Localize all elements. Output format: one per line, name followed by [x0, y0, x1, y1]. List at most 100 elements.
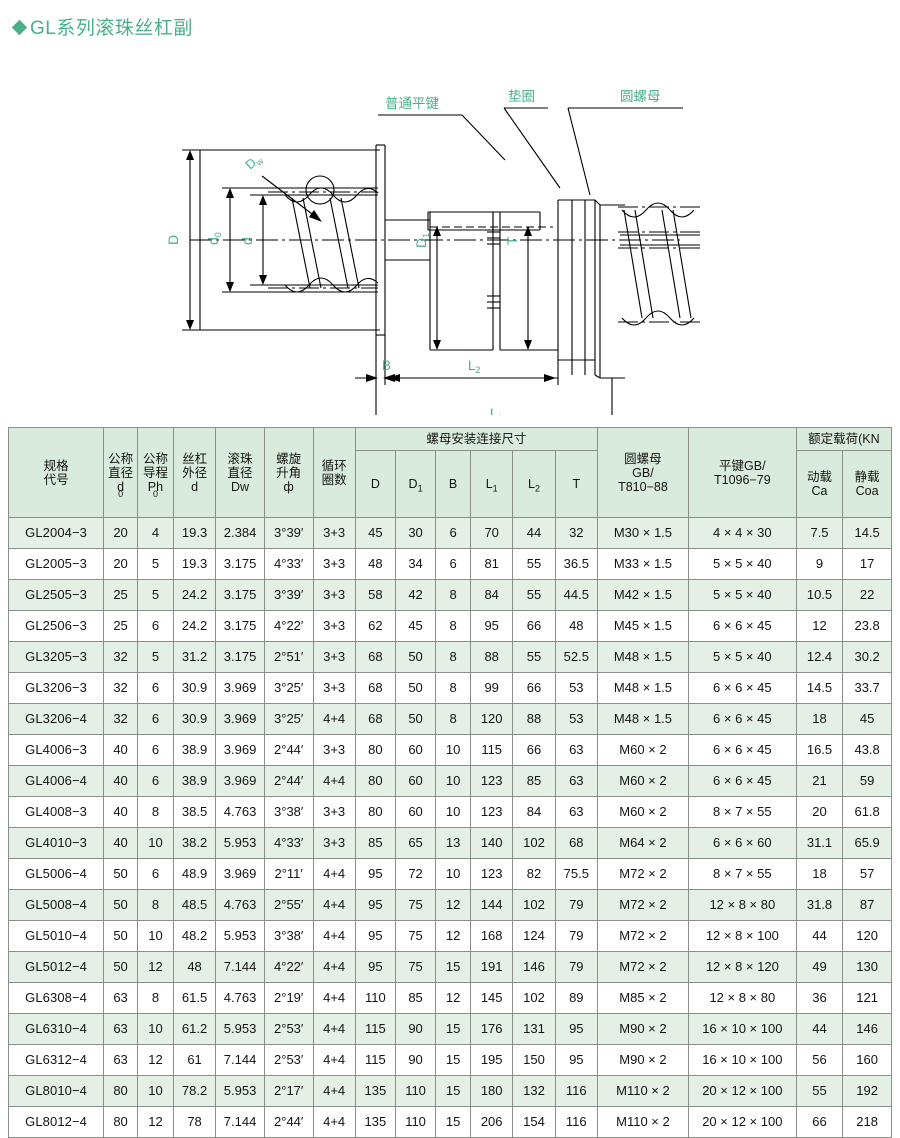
cell-B: 12	[435, 920, 472, 952]
cell-model: GL8010−4	[7, 1075, 105, 1107]
cell-B: 8	[435, 641, 472, 673]
figure-label-washer: 垫圈	[508, 89, 535, 104]
cell-ph0: 10	[136, 1013, 174, 1045]
table-row: GL2505−3 25 5 24.2 3.175 3°39′ 3+3 58 42 8 84 55 44.…	[7, 579, 892, 611]
cell-Coa: 17	[842, 548, 892, 580]
cell-key: 4 × 4 × 30	[687, 517, 797, 549]
cell-key: 6 × 6 × 45	[687, 765, 797, 797]
cell-d0: 63	[103, 982, 138, 1014]
cell-D: 68	[354, 672, 396, 704]
cell-D1: 60	[394, 734, 437, 766]
cell-model: GL2004−3	[7, 517, 105, 549]
table-body: GL2004−3 20 4 19.3 2.384 3°39′ 3+3 45 30 6 70 44 32 M…	[7, 517, 892, 1138]
cell-D: 68	[354, 703, 396, 735]
cell-ph0: 6	[136, 858, 174, 890]
cell-nut: M60 × 2	[596, 796, 689, 828]
cell-Coa: 61.8	[842, 796, 892, 828]
cell-key: 6 × 6 × 60	[687, 827, 797, 859]
th-L1: L1	[470, 450, 514, 518]
cell-phi: 3°38′	[263, 920, 314, 952]
cell-L1: 88	[470, 641, 514, 673]
table-row: GL3205−3 32 5 31.2 3.175 2°51′ 3+3 68 50 8 88 55 52.…	[7, 641, 892, 673]
cell-dw: 3.175	[215, 548, 265, 580]
cell-L1: 176	[470, 1013, 514, 1045]
cell-B: 8	[435, 579, 472, 611]
cell-d0: 20	[103, 517, 138, 549]
table-row: GL5008−4 50 8 48.5 4.763 2°55′ 4+4 95 75 12 144 102…	[7, 889, 892, 921]
cell-turns: 3+3	[312, 579, 356, 611]
cell-nut: M110 × 2	[596, 1106, 689, 1138]
cell-phi: 4°22′	[263, 951, 314, 983]
cell-d: 78.2	[172, 1075, 217, 1107]
cell-B: 10	[435, 765, 472, 797]
cell-nut: M48 × 1.5	[596, 703, 689, 735]
cell-d: 24.2	[172, 579, 217, 611]
cell-L2: 44	[512, 517, 556, 549]
cell-Coa: 146	[842, 1013, 892, 1045]
cell-key: 6 × 6 × 45	[687, 610, 797, 642]
cell-model: GL6312−4	[7, 1044, 105, 1076]
cell-key: 16 × 10 × 100	[687, 1013, 797, 1045]
cell-D: 115	[354, 1013, 396, 1045]
cell-D: 58	[354, 579, 396, 611]
cell-key: 16 × 10 × 100	[687, 1044, 797, 1076]
cell-key: 20 × 12 × 100	[687, 1075, 797, 1107]
cell-key: 5 × 5 × 40	[687, 579, 797, 611]
cell-L2: 131	[512, 1013, 556, 1045]
cell-T: 63	[554, 765, 598, 797]
table-row: GL4010−3 40 10 38.2 5.953 4°33′ 3+3 85 65 13 140 10…	[7, 827, 892, 859]
cell-d: 61	[172, 1044, 217, 1076]
cell-turns: 4+4	[312, 703, 356, 735]
cell-turns: 3+3	[312, 672, 356, 704]
cell-L2: 88	[512, 703, 556, 735]
cell-L2: 66	[512, 734, 556, 766]
cell-L2: 102	[512, 982, 556, 1014]
cell-turns: 4+4	[312, 1013, 356, 1045]
table-row: GL6312−4 63 12 61 7.144 2°53′ 4+4 115 90 15 195 150…	[7, 1044, 892, 1076]
cell-key: 6 × 6 × 45	[687, 734, 797, 766]
cell-D1: 85	[394, 982, 437, 1014]
cell-d: 38.5	[172, 796, 217, 828]
cell-L1: 168	[470, 920, 514, 952]
cell-Ca: 20	[795, 796, 844, 828]
cell-D1: 75	[394, 920, 437, 952]
cell-d: 48.2	[172, 920, 217, 952]
cell-Coa: 57	[842, 858, 892, 890]
cell-d0: 80	[103, 1106, 138, 1138]
table-row: GL6308−4 63 8 61.5 4.763 2°19′ 4+4 110 85 12 145 10…	[7, 982, 892, 1014]
cell-D1: 50	[394, 703, 437, 735]
cell-L1: 115	[470, 734, 514, 766]
cell-ph0: 10	[136, 920, 174, 952]
cell-d0: 25	[103, 610, 138, 642]
cell-d0: 50	[103, 889, 138, 921]
th-dynamic-load: 动载 Ca	[795, 450, 844, 518]
cell-d0: 40	[103, 765, 138, 797]
cell-B: 8	[435, 703, 472, 735]
cell-Coa: 65.9	[842, 827, 892, 859]
cell-d0: 32	[103, 672, 138, 704]
figure-label-d: d	[239, 237, 255, 245]
cell-model: GL3205−3	[7, 641, 105, 673]
cell-D1: 110	[394, 1106, 437, 1138]
cell-T: 116	[554, 1106, 598, 1138]
cell-d: 38.9	[172, 734, 217, 766]
cell-Ca: 10.5	[795, 579, 844, 611]
table-row: GL8012−4 80 12 78 7.144 2°44′ 4+4 135 110 15 206 15…	[7, 1106, 892, 1138]
cell-phi: 2°44′	[263, 734, 314, 766]
cell-D: 85	[354, 827, 396, 859]
cell-turns: 3+3	[312, 827, 356, 859]
cell-ph0: 6	[136, 765, 174, 797]
cell-T: 53	[554, 672, 598, 704]
cell-ph0: 8	[136, 796, 174, 828]
cell-ph0: 6	[136, 703, 174, 735]
figure-label-D: D	[165, 235, 181, 245]
cell-model: GL8012−4	[7, 1106, 105, 1138]
cell-ph0: 12	[136, 1044, 174, 1076]
cell-B: 10	[435, 734, 472, 766]
cell-T: 75.5	[554, 858, 598, 890]
cell-Ca: 7.5	[795, 517, 844, 549]
cell-B: 10	[435, 858, 472, 890]
cell-d0: 25	[103, 579, 138, 611]
cell-phi: 3°38′	[263, 796, 314, 828]
